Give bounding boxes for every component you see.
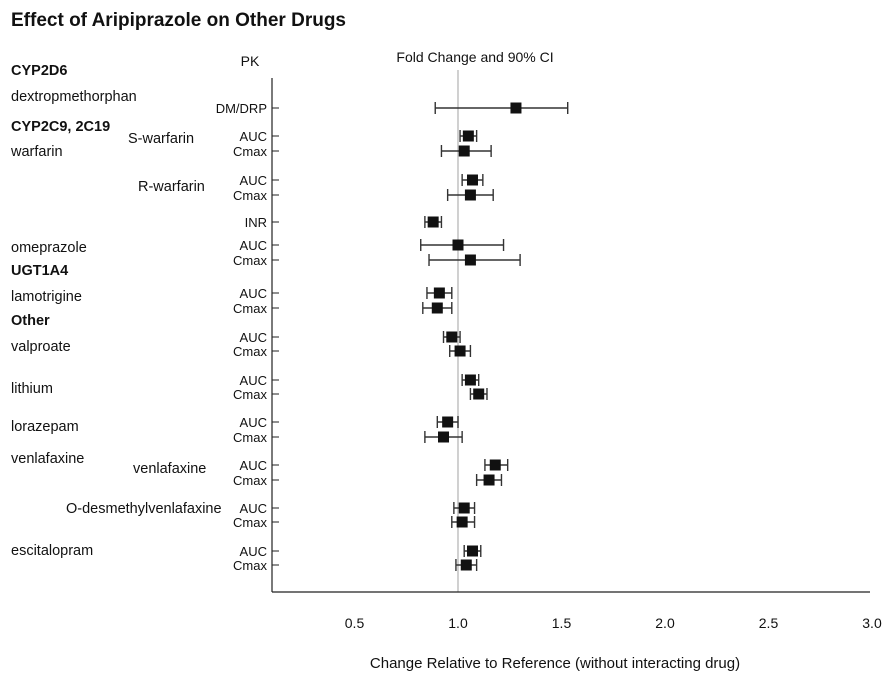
x-tick-label: 1.0 xyxy=(448,615,468,631)
pk-label: Cmax xyxy=(233,558,267,573)
drug-label: dextropmethorphan xyxy=(11,89,137,105)
point-estimate-marker xyxy=(462,130,474,142)
ci-column-header: Fold Change and 90% CI xyxy=(396,49,553,65)
pk-label: AUC xyxy=(240,373,267,388)
x-tick-label: 2.0 xyxy=(655,615,675,631)
sub-label: venlafaxine xyxy=(133,461,206,477)
pk-label: INR xyxy=(245,215,267,230)
point-estimate-marker xyxy=(460,559,472,571)
point-estimate-marker xyxy=(433,287,445,299)
drug-label: lamotrigine xyxy=(11,289,82,305)
pk-label: Cmax xyxy=(233,473,267,488)
plot-area: 0.5 1.0 1.5 2.0 2.5 3.0DM/DRPAUCCmaxAUCCmaxIN… xyxy=(216,70,882,631)
sub-label: R-warfarin xyxy=(138,179,205,195)
pk-label: AUC xyxy=(240,458,267,473)
pk-label: Cmax xyxy=(233,253,267,268)
group-label: Other xyxy=(11,313,50,329)
pk-label: AUC xyxy=(240,501,267,516)
drug-label: lorazepam xyxy=(11,419,79,435)
pk-label: Cmax xyxy=(233,344,267,359)
point-estimate-marker xyxy=(464,254,476,266)
point-estimate-marker xyxy=(483,474,495,486)
sub-label: O-desmethylvenlafaxine xyxy=(66,501,222,517)
point-estimate-marker xyxy=(456,516,468,528)
drug-label: escitalopram xyxy=(11,543,93,559)
pk-label: AUC xyxy=(240,286,267,301)
pk-label: Cmax xyxy=(233,515,267,530)
pk-label: Cmax xyxy=(233,188,267,203)
group-label: CYP2D6 xyxy=(11,63,67,79)
pk-label: AUC xyxy=(240,330,267,345)
drug-label: warfarin xyxy=(10,144,63,160)
pk-label: AUC xyxy=(240,238,267,253)
row-labels: CYP2D6 dextropmethorphan CYP2C9, 2C19 warfa… xyxy=(10,63,222,559)
drug-label: venlafaxine xyxy=(11,451,84,467)
point-estimate-marker xyxy=(466,545,478,557)
sub-label: S-warfarin xyxy=(128,131,194,147)
group-label: UGT1A4 xyxy=(11,263,68,279)
point-estimate-marker xyxy=(431,302,443,314)
point-estimate-marker xyxy=(489,459,501,471)
point-estimate-marker xyxy=(510,102,522,114)
point-estimate-marker xyxy=(466,174,478,186)
point-estimate-marker xyxy=(464,189,476,201)
x-axis-label: Change Relative to Reference (without in… xyxy=(370,655,740,672)
chart-title: Effect of Aripiprazole on Other Drugs xyxy=(11,10,346,31)
point-estimate-marker xyxy=(458,502,470,514)
pk-label: AUC xyxy=(240,173,267,188)
point-estimate-marker xyxy=(446,331,458,343)
point-estimate-marker xyxy=(458,145,470,157)
drug-label: valproate xyxy=(11,339,71,355)
x-tick-label: 3.0 xyxy=(862,615,882,631)
pk-label: Cmax xyxy=(233,301,267,316)
point-estimate-marker xyxy=(427,216,439,228)
drug-label: lithium xyxy=(11,381,53,397)
pk-label: AUC xyxy=(240,129,267,144)
point-estimate-marker xyxy=(454,345,466,357)
pk-label: Cmax xyxy=(233,144,267,159)
pk-label: Cmax xyxy=(233,430,267,445)
pk-label: AUC xyxy=(240,415,267,430)
drug-label: omeprazole xyxy=(11,240,87,256)
point-estimate-marker xyxy=(452,239,464,251)
pk-label: Cmax xyxy=(233,387,267,402)
pk-label: DM/DRP xyxy=(216,101,267,116)
x-tick-label: 1.5 xyxy=(552,615,572,631)
point-estimate-marker xyxy=(442,416,454,428)
pk-column-header: PK xyxy=(241,53,260,69)
point-estimate-marker xyxy=(464,374,476,386)
point-estimate-marker xyxy=(438,431,450,443)
x-tick-label: 2.5 xyxy=(759,615,779,631)
group-label: CYP2C9, 2C19 xyxy=(11,119,110,135)
point-estimate-marker xyxy=(473,388,485,400)
x-tick-label: 0.5 xyxy=(345,615,365,631)
pk-label: AUC xyxy=(240,544,267,559)
